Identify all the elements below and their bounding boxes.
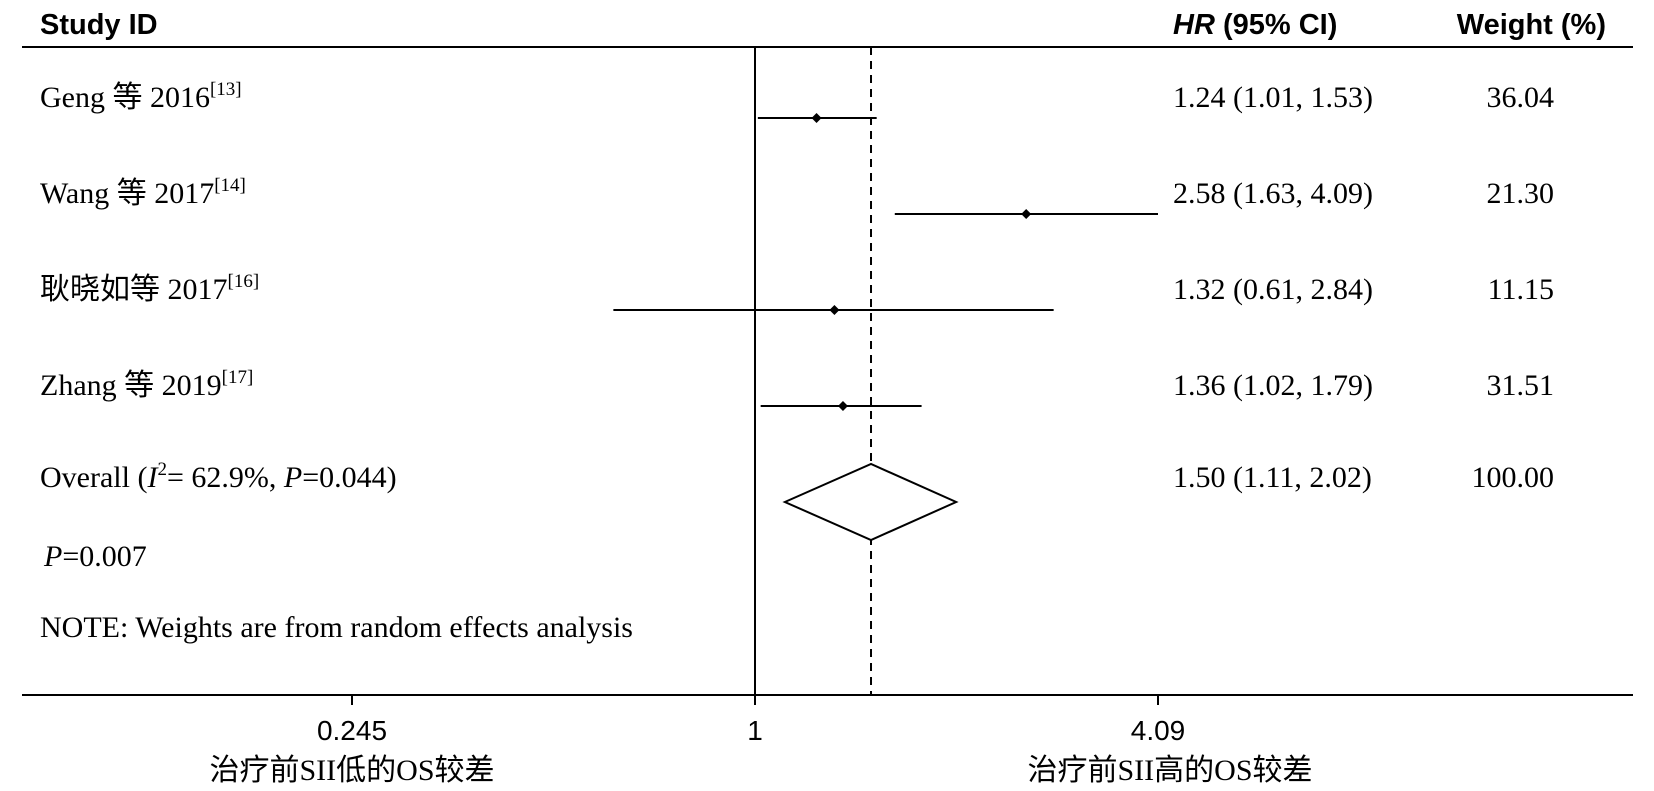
study-label: Zhang 等 2019[17] xyxy=(40,367,253,402)
overall-row: Overall (I2= 62.9%, P=0.044) 1.50 (1.11, … xyxy=(40,459,1555,542)
overall-label: Overall (I2= 62.9%, P=0.044) xyxy=(40,459,397,494)
header-study-id: Study ID xyxy=(40,9,158,41)
overall-hr-ci: 1.50 (1.11, 2.02) xyxy=(1173,461,1372,494)
study-row: Zhang 等 2019[17] 1.36 (1.02, 1.79) 31.51 xyxy=(40,367,1554,411)
weight-value: 36.04 xyxy=(1487,81,1555,114)
hr-ci-value: 1.24 (1.01, 1.53) xyxy=(1173,81,1373,114)
tick-label: 0.245 xyxy=(317,715,387,746)
weight-value: 31.51 xyxy=(1487,369,1555,402)
study-ref: [17] xyxy=(222,367,254,388)
study-ref: [16] xyxy=(228,271,260,292)
point-estimate xyxy=(1021,209,1032,219)
x-axis-ticks: 0.245 1 4.09 xyxy=(317,695,1185,746)
study-label: 耿晓如等 2017[16] xyxy=(40,271,259,306)
overall-diamond xyxy=(782,462,959,542)
study-ref: [13] xyxy=(210,79,242,100)
study-row: Wang 等 2017[14] 2.58 (1.63, 4.09) 21.30 xyxy=(40,175,1554,219)
tick-label: 4.09 xyxy=(1131,715,1186,746)
study-ref: [14] xyxy=(214,175,246,196)
point-estimate xyxy=(837,401,848,411)
xlabel-right: 治疗前SII高的OS较差 xyxy=(1027,754,1312,787)
weight-value: 11.15 xyxy=(1488,273,1554,306)
point-estimate xyxy=(829,305,840,315)
point-estimate xyxy=(811,113,822,123)
study-name: Geng 等 2016 xyxy=(40,81,210,114)
hr-ci-value: 1.36 (1.02, 1.79) xyxy=(1173,369,1373,402)
hr-ci-value: 2.58 (1.63, 4.09) xyxy=(1173,177,1373,210)
header-hr-italic: HR xyxy=(1173,9,1215,41)
xlabel-left: 治疗前SII低的OS较差 xyxy=(209,754,494,787)
reference-lines xyxy=(754,47,873,695)
tick-label: 1 xyxy=(747,715,763,746)
study-rows: Geng 等 2016[13] 1.24 (1.01, 1.53) 36.04 Wan… xyxy=(40,79,1554,411)
study-name: 耿晓如等 2017 xyxy=(40,273,228,306)
header-weight: Weight (%) xyxy=(1457,9,1606,41)
hr-ci-value: 1.32 (0.61, 2.84) xyxy=(1173,273,1373,306)
weight-value: 21.30 xyxy=(1487,177,1555,210)
study-name: Zhang 等 2019 xyxy=(40,369,222,402)
study-label: Geng 等 2016[13] xyxy=(40,79,242,114)
study-row: Geng 等 2016[13] 1.24 (1.01, 1.53) 36.04 xyxy=(40,79,1554,123)
overall-weight: 100.00 xyxy=(1472,461,1555,494)
study-row: 耿晓如等 2017[16] 1.32 (0.61, 2.84) 11.15 xyxy=(40,271,1554,315)
header-hr-rest: (95% CI) xyxy=(1215,9,1337,41)
note-text: NOTE: Weights are from random effects an… xyxy=(40,611,633,644)
header-hr-ci: HR (95% CI) xyxy=(1173,9,1337,41)
study-label: Wang 等 2017[14] xyxy=(40,175,246,210)
p-value-text: P=0.007 xyxy=(43,540,147,573)
study-name: Wang 等 2017 xyxy=(40,177,214,210)
